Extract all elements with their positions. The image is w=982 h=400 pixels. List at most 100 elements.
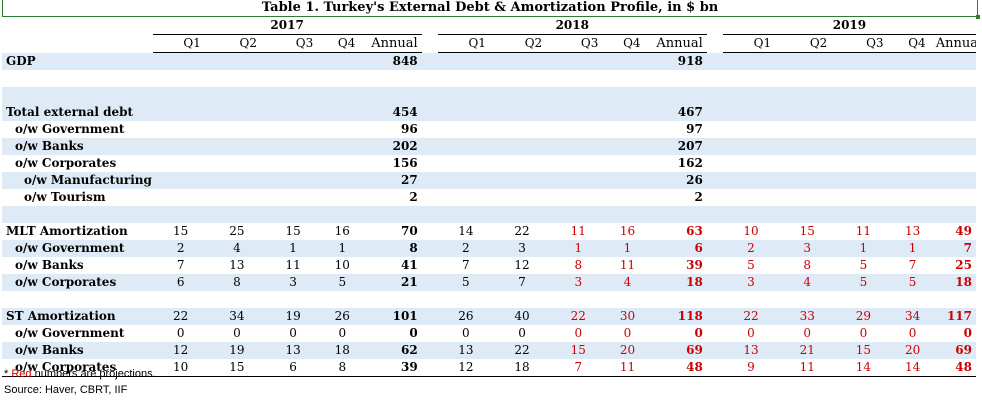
column-gap [421,52,438,70]
quarter-value-cell: 34 [208,308,266,325]
quarter-value-cell: 22 [493,342,551,359]
annual-header: Annual [933,34,976,53]
quarter-value-cell: 11 [779,359,836,377]
quarter-value-cell: 13 [904,224,921,238]
quarter-value-cell: 13 [229,258,245,272]
quarter-header: Q1 [152,34,209,53]
quarter-value-cell: 13 [722,342,780,359]
quarter-value-cell: 5 [747,258,755,272]
quarter-value-cell [493,172,551,189]
quarter-value-cell [550,172,607,189]
quarter-value-cell: 4 [606,274,649,291]
quarter-value-cell: 1 [606,240,649,257]
quarter-value-cell: 1 [265,240,322,257]
note-asterisk: * [4,368,12,380]
annual-value-cell [933,52,976,70]
annual-value-cell: 49 [955,224,972,238]
quarter-value-cell [321,172,364,189]
quarter-value-cell [722,172,780,189]
quarter-value-cell: 12 [437,359,494,377]
quarter-value-cell [265,104,322,121]
annual-value-cell [934,155,976,172]
quarter-value-cell: 15 [799,224,815,238]
column-gap [421,274,438,291]
column-gap [706,172,723,189]
quarter-value-cell [438,121,494,138]
quarter-value-cell: 0 [462,326,470,340]
quarter-value-cell: 0 [859,326,868,340]
quarter-header: Q4 [891,34,934,53]
quarter-value-cell: 33 [779,308,836,325]
annual-value-cell: 156 [392,156,418,170]
quarter-value-cell: 14 [835,359,892,377]
quarter-value-cell: 12 [152,342,209,359]
quarter-value-cell [892,189,934,206]
quarter-value-cell: 2 [722,240,780,257]
row-label: o/w Manufacturing [2,172,153,189]
annual-value-cell: 48 [933,359,976,377]
annual-value-cell: 6 [648,240,707,257]
column-gap [706,240,723,257]
spacer-row [2,206,976,223]
quarter-value-cell: 0 [747,326,755,340]
column-gap [421,104,438,121]
quarter-value-cell: 22 [152,308,209,325]
annual-value-cell: 62 [363,342,422,359]
annual-value-cell: 97 [686,122,703,136]
row-label: o/w Banks [2,342,153,359]
quarter-value-cell [835,52,892,70]
row-label: o/w Government [15,326,125,340]
quarter-value-cell [722,52,780,70]
quarter-value-cell: 5 [321,274,364,291]
quarter-header: Q1 [437,34,494,53]
column-gap [707,121,723,138]
annual-value-cell: 2 [409,190,418,204]
row-label: o/w Banks [2,138,153,155]
row-label: MLT Amortization [6,224,128,238]
quarter-value-cell [779,138,836,155]
quarter-value-cell [891,52,934,70]
quarter-value-cell [265,138,322,155]
quarter-value-cell [550,189,606,206]
quarter-value-cell [550,155,606,172]
quarter-value-cell: 9 [722,359,780,377]
quarter-value-cell: 3 [722,274,780,291]
quarter-value-cell: 22 [514,224,530,238]
annual-value-cell: 70 [400,224,418,238]
column-gap [707,35,723,53]
column-gap [707,257,723,274]
table-title-text: Table 1. Turkey's External Debt & Amorti… [261,0,719,15]
quarter-value-cell: 0 [233,326,241,340]
quarter-value-cell [550,104,607,121]
column-gap [706,359,723,377]
quarter-value-cell: 15 [173,224,189,238]
annual-value-cell: 41 [400,258,418,272]
quarter-value-cell: 0 [623,326,632,340]
quarter-value-cell [321,52,364,70]
quarter-header: Q3 [835,34,892,53]
quarter-value-cell [209,189,265,206]
row-label: o/w Corporates [15,156,117,170]
quarter-value-cell: 10 [334,258,350,272]
quarter-header: Q4 [321,34,364,53]
quarter-value-cell [892,121,934,138]
column-gap [422,257,438,274]
column-gap [707,325,723,342]
quarter-value-cell: 0 [803,326,812,340]
column-gap [422,223,438,240]
quarter-header: Q4 [606,34,649,53]
annual-value-cell: 18 [933,274,976,291]
annual-value-cell: 25 [955,258,972,272]
column-gap [422,121,438,138]
quarter-value-cell [891,138,934,155]
quarter-value-cell [208,52,266,70]
table-row: o/w Manufacturing 27 26 [2,172,976,189]
quarter-value-cell: 7 [462,258,470,272]
annual-value-cell: 26 [648,172,707,189]
quarter-value-cell: 3 [550,274,607,291]
column-gap [706,104,723,121]
quarter-header: Q2 [208,34,266,53]
quarter-value-cell: 20 [891,342,934,359]
column-gap [706,138,723,155]
